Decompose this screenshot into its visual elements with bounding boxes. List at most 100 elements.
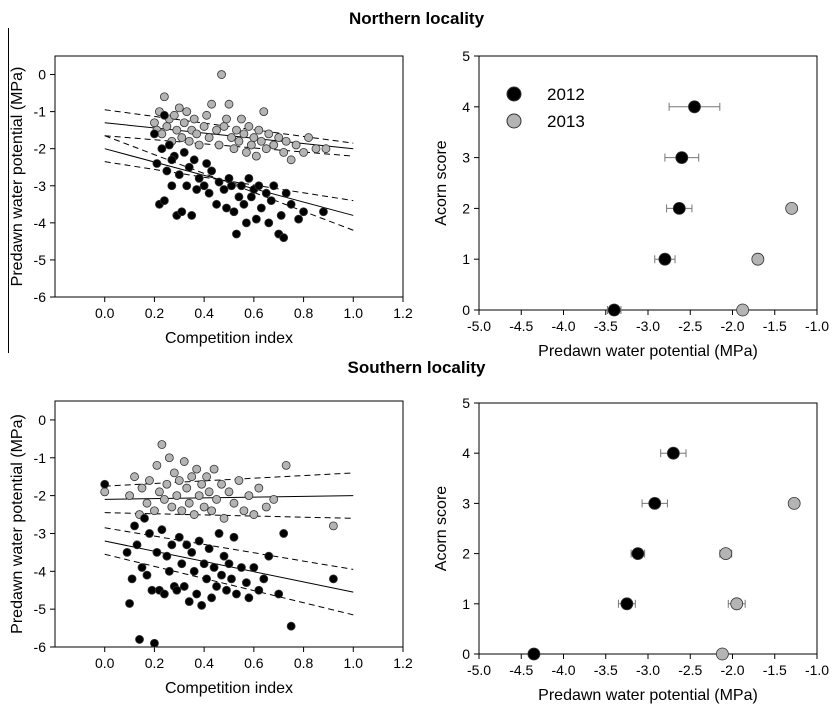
south-scatter-point: [197, 600, 207, 610]
north-scatter-point: [207, 166, 217, 176]
north-scatter-point: [174, 103, 184, 113]
north-scatter-y-tick-label: -5: [34, 252, 47, 268]
south-scatter-point: [207, 506, 217, 516]
north-scatter-point: [177, 133, 187, 142]
north-scatter-point: [192, 129, 202, 139]
south-scatter-point: [274, 589, 284, 599]
south-scatter-point: [204, 544, 214, 554]
north-scatter-point: [199, 181, 209, 191]
south-scatter-point: [254, 483, 264, 493]
north-scatter-point: [204, 188, 214, 198]
north-scatter-y-tick-label: -2: [34, 141, 47, 157]
north-scatter-point: [157, 144, 167, 154]
south-scatter-point: [184, 597, 194, 606]
north-acorn-plot-frame: [478, 55, 818, 311]
south-scatter-point: [219, 513, 229, 523]
north-scatter-point: [294, 214, 304, 224]
north-scatter-point: [261, 144, 271, 154]
north-acorn-point: [688, 100, 701, 114]
north-scatter-point: [266, 196, 276, 206]
north-scatter-confidence-line: [104, 135, 354, 157]
north-scatter-point: [229, 144, 239, 154]
south-scatter-point: [192, 589, 202, 599]
south-scatter-point: [150, 638, 159, 648]
south-scatter-point: [244, 491, 254, 501]
north-scatter-point: [212, 199, 221, 209]
south-acorn-x-tick-label: -3.5: [594, 662, 618, 678]
south-acorn-y-tick-label: 2: [462, 546, 470, 562]
south-scatter-point: [237, 563, 246, 572]
north-acorn-y-axis-label: Acorn score: [433, 140, 450, 225]
north-acorn-x-tick-label: -4.5: [509, 318, 533, 334]
south-acorn-y-tick-label: 5: [462, 395, 470, 411]
north-scatter-point: [212, 125, 221, 135]
north-scatter-point: [214, 177, 224, 187]
south-scatter-point: [177, 506, 187, 516]
north-scatter-point: [202, 110, 212, 120]
north-acorn-y-tick-label: 1: [462, 251, 470, 267]
south-scatter-point: [209, 464, 219, 474]
south-scatter-x-tick-label: 0.0: [95, 655, 115, 671]
south-scatter-y-tick-label: -6: [34, 639, 47, 655]
north-acorn-y-tick-label: 2: [462, 200, 470, 216]
north-scatter-point: [246, 140, 256, 150]
north-scatter-point: [232, 229, 241, 239]
north-acorn-x-tick-label: -1.5: [763, 318, 787, 334]
south-scatter-point: [224, 487, 234, 497]
south-scatter-point: [219, 551, 229, 561]
north-scatter-point: [286, 155, 296, 165]
south-acorn-plot-frame: [478, 402, 818, 655]
south-scatter-point: [162, 551, 172, 561]
north-scatter-point: [164, 140, 174, 150]
legend-label-2013: 2013: [547, 112, 585, 131]
north-scatter-point: [182, 107, 192, 117]
north-scatter-point: [192, 185, 202, 194]
south-scatter-point: [209, 563, 219, 572]
north-scatter-point: [184, 162, 194, 172]
north-scatter-point: [229, 207, 239, 217]
north-acorn-x-tick-label: -2.5: [678, 318, 702, 334]
south-scatter-point: [234, 476, 244, 485]
north-scatter-point: [304, 133, 313, 142]
south-scatter-point: [328, 574, 338, 584]
south-scatter-point: [140, 513, 149, 523]
south-scatter-x-tick-label: 0.6: [244, 655, 264, 671]
south-scatter-point: [174, 476, 184, 485]
south-scatter-point: [164, 566, 174, 576]
north-scatter-point: [172, 125, 182, 135]
southern-competition-scatter: 0.0 0.2 0.4 0.6 0.8 1.0 1.2 -6 -5 -4 -3 -2 -1 0 Compet…: [9, 400, 413, 697]
north-scatter-point: [269, 140, 279, 150]
south-scatter-y-tick-label: -2: [34, 488, 47, 504]
south-scatter-point: [167, 540, 177, 550]
south-scatter-point: [249, 510, 259, 519]
south-acorn-point: [666, 446, 680, 460]
north-acorn-x-axis-label: Predawn water potential (MPa): [538, 343, 758, 360]
north-scatter-point: [222, 203, 231, 213]
north-scatter-point: [321, 144, 331, 154]
south-scatter-point: [241, 578, 251, 588]
panel-divider-line: [8, 28, 9, 353]
south-scatter-point: [184, 498, 194, 508]
legend-label-2012: 2012: [547, 85, 585, 104]
south-acorn-point: [620, 597, 634, 611]
south-acorn-point: [719, 547, 733, 561]
north-scatter-point: [254, 181, 264, 191]
north-scatter-point: [281, 188, 291, 198]
south-scatter-point: [169, 468, 179, 478]
south-scatter-point: [137, 483, 147, 493]
south-scatter-point: [130, 521, 139, 531]
south-scatter-point: [132, 540, 142, 550]
south-scatter-point: [182, 483, 192, 493]
south-acorn-point: [527, 647, 541, 661]
legend-marker-2013: [506, 113, 522, 129]
south-scatter-point: [182, 540, 192, 550]
south-scatter-point: [199, 502, 209, 512]
south-scatter-confidence-line: [104, 472, 354, 487]
north-scatter-point: [157, 129, 167, 139]
north-scatter-point: [194, 140, 204, 150]
north-scatter-point: [232, 125, 241, 135]
south-scatter-y-tick-label: -3: [34, 525, 47, 541]
south-acorn-x-tick-label: -4.0: [551, 662, 575, 678]
south-scatter-x-tick-label: 0.2: [145, 655, 165, 671]
south-scatter-point: [145, 529, 154, 538]
